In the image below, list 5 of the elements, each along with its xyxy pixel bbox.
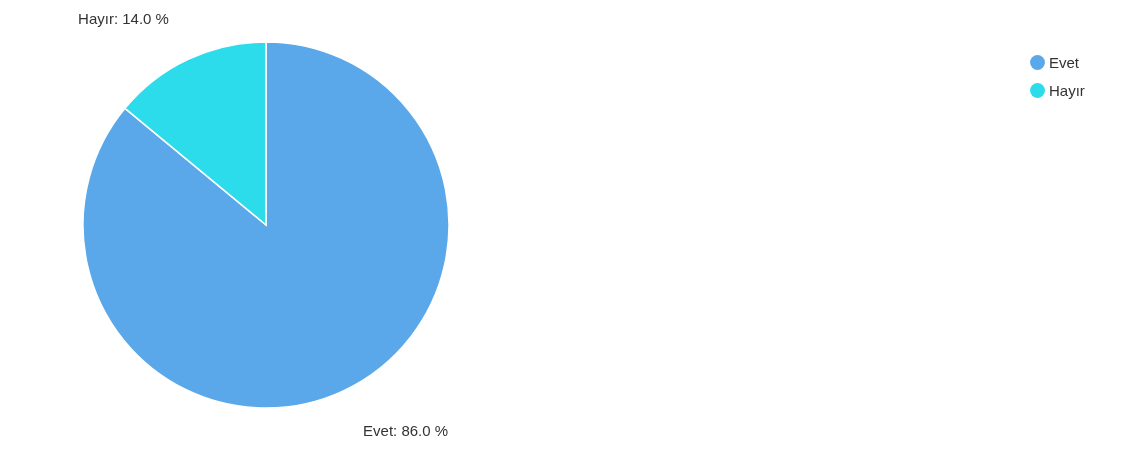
data-label: Evet: 86.0 % (363, 422, 449, 440)
pie-slice (82, 41, 450, 409)
legend-label: Evet (1049, 53, 1080, 71)
legend-label: Hayır (1049, 81, 1085, 99)
data-label: Hayır: 14.0 % (78, 9, 169, 27)
